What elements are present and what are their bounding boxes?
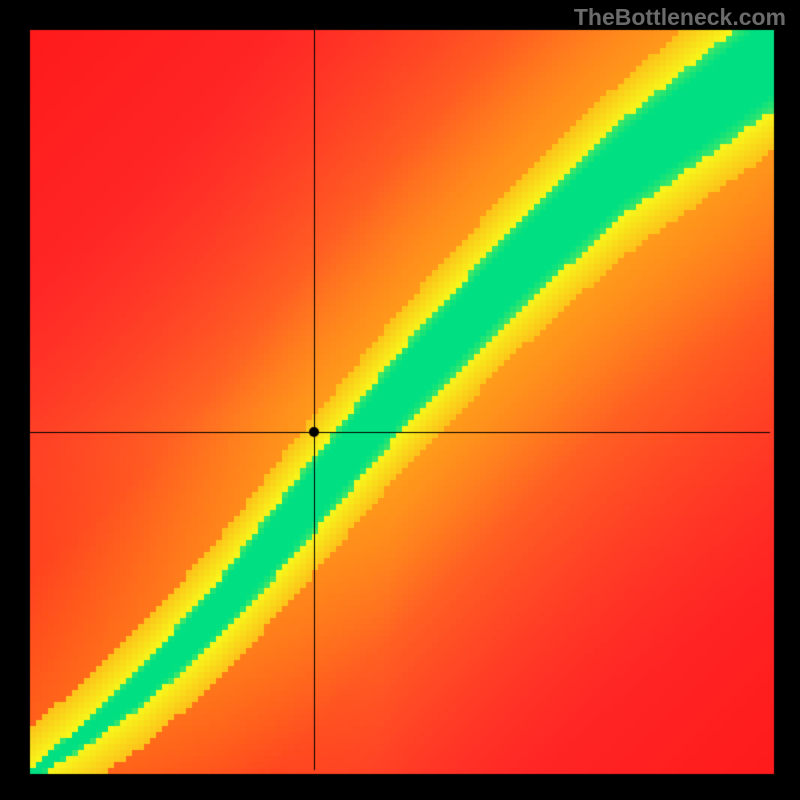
bottleneck-heatmap — [0, 0, 800, 800]
watermark-text: TheBottleneck.com — [574, 4, 786, 31]
